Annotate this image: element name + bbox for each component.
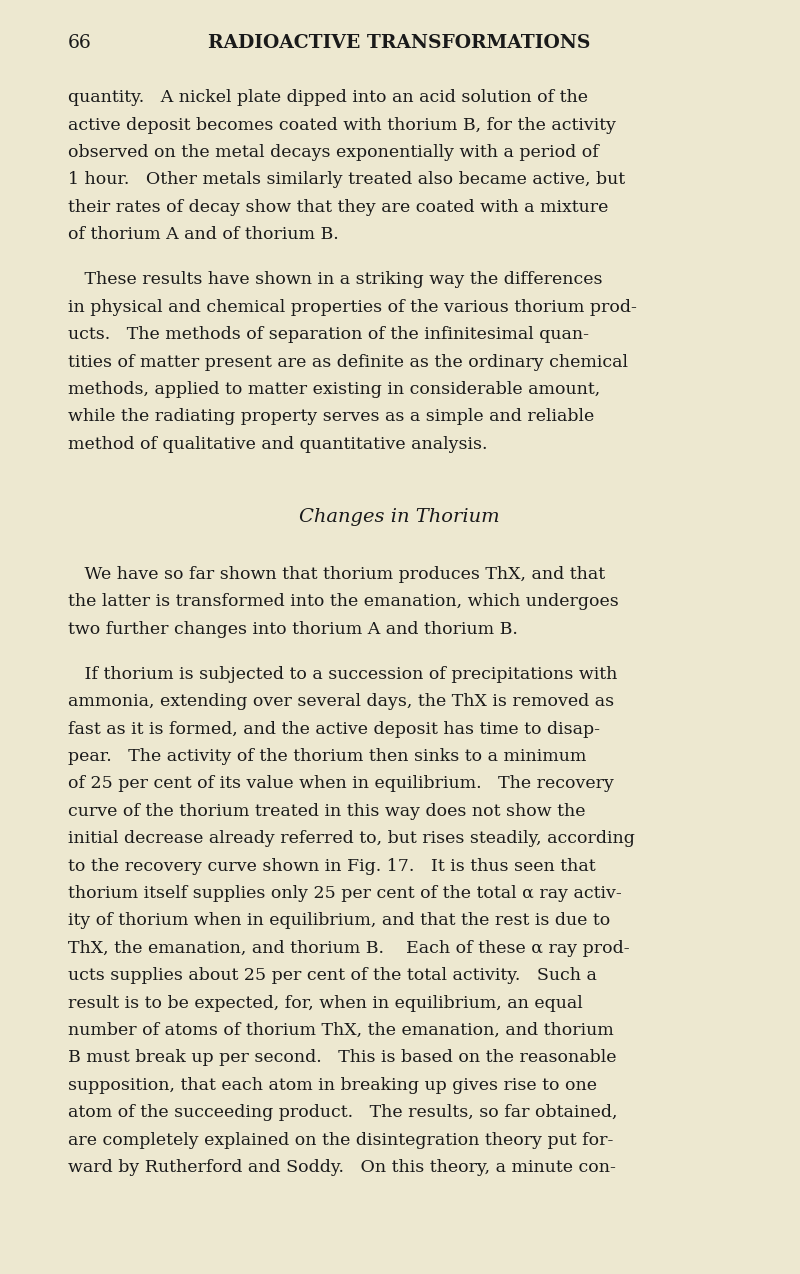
Text: result is to be expected, for, when in equilibrium, an equal: result is to be expected, for, when in e… [68,995,582,1012]
Text: in physical and chemical properties of the various thorium prod-: in physical and chemical properties of t… [68,298,637,316]
Text: ward by Rutherford and Soddy.   On this theory, a minute con-: ward by Rutherford and Soddy. On this th… [68,1159,616,1176]
Text: B must break up per second.   This is based on the reasonable: B must break up per second. This is base… [68,1050,616,1066]
Text: pear.   The activity of the thorium then sinks to a minimum: pear. The activity of the thorium then s… [68,748,586,766]
Text: These results have shown in a striking way the differences: These results have shown in a striking w… [68,271,602,288]
Text: while the radiating property serves as a simple and reliable: while the radiating property serves as a… [68,408,594,426]
Text: quantity.   A nickel plate dipped into an acid solution of the: quantity. A nickel plate dipped into an … [68,89,588,106]
Text: atom of the succeeding product.   The results, so far obtained,: atom of the succeeding product. The resu… [68,1105,618,1121]
Text: If thorium is subjected to a succession of precipitations with: If thorium is subjected to a succession … [68,666,618,683]
Text: their rates of decay show that they are coated with a mixture: their rates of decay show that they are … [68,199,608,215]
Text: of 25 per cent of its value when in equilibrium.   The recovery: of 25 per cent of its value when in equi… [68,776,614,792]
Text: initial decrease already referred to, but rises steadily, according: initial decrease already referred to, bu… [68,831,634,847]
Text: methods, applied to matter existing in considerable amount,: methods, applied to matter existing in c… [68,381,600,397]
Text: RADIOACTIVE TRANSFORMATIONS: RADIOACTIVE TRANSFORMATIONS [208,34,590,52]
Text: of thorium A and of thorium B.: of thorium A and of thorium B. [68,227,338,243]
Text: ammonia, extending over several days, the ThX is removed as: ammonia, extending over several days, th… [68,693,614,711]
Text: 1 hour.   Other metals similarly treated also became active, but: 1 hour. Other metals similarly treated a… [68,171,625,189]
Text: two further changes into thorium A and thorium B.: two further changes into thorium A and t… [68,620,518,638]
Text: ucts supplies about 25 per cent of the total activity.   Such a: ucts supplies about 25 per cent of the t… [68,967,597,985]
Text: to the recovery curve shown in Fig. 17.   It is thus seen that: to the recovery curve shown in Fig. 17. … [68,857,595,875]
Text: fast as it is formed, and the active deposit has time to disap-: fast as it is formed, and the active dep… [68,721,600,738]
Text: the latter is transformed into the emanation, which undergoes: the latter is transformed into the emana… [68,594,618,610]
Text: method of qualitative and quantitative analysis.: method of qualitative and quantitative a… [68,436,487,452]
Text: We have so far shown that thorium produces ThX, and that: We have so far shown that thorium produc… [68,566,605,583]
Text: Changes in Thorium: Changes in Thorium [299,507,499,526]
Text: number of atoms of thorium ThX, the emanation, and thorium: number of atoms of thorium ThX, the eman… [68,1022,614,1040]
Text: 66: 66 [68,34,92,52]
Text: active deposit becomes coated with thorium B, for the activity: active deposit becomes coated with thori… [68,117,616,134]
Text: ThX, the emanation, and thorium B.    Each of these α ray prod-: ThX, the emanation, and thorium B. Each … [68,940,630,957]
Text: ucts.   The methods of separation of the infinitesimal quan-: ucts. The methods of separation of the i… [68,326,589,343]
Text: thorium itself supplies only 25 per cent of the total α ray activ-: thorium itself supplies only 25 per cent… [68,885,622,902]
Text: supposition, that each atom in breaking up gives rise to one: supposition, that each atom in breaking … [68,1077,597,1094]
Text: are completely explained on the disintegration theory put for-: are completely explained on the disinteg… [68,1131,614,1149]
Text: curve of the thorium treated in this way does not show the: curve of the thorium treated in this way… [68,803,586,820]
Text: tities of matter present are as definite as the ordinary chemical: tities of matter present are as definite… [68,353,628,371]
Text: ity of thorium when in equilibrium, and that the rest is due to: ity of thorium when in equilibrium, and … [68,912,610,930]
Text: observed on the metal decays exponentially with a period of: observed on the metal decays exponential… [68,144,598,161]
